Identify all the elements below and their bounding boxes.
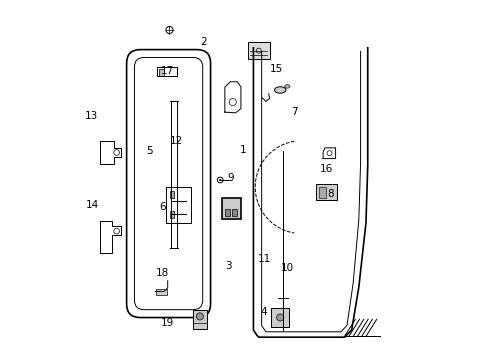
Text: 4: 4 <box>260 307 267 317</box>
Text: 1: 1 <box>239 145 245 155</box>
Text: 16: 16 <box>319 164 333 174</box>
Bar <box>247 42 269 59</box>
Ellipse shape <box>284 85 289 88</box>
Bar <box>271 307 288 327</box>
Circle shape <box>219 179 221 181</box>
Bar <box>222 198 241 219</box>
Text: 9: 9 <box>226 173 233 183</box>
Text: 18: 18 <box>155 268 169 278</box>
Bar <box>170 192 174 198</box>
Bar <box>192 310 206 329</box>
Circle shape <box>196 313 203 320</box>
Text: 10: 10 <box>280 262 293 273</box>
Circle shape <box>276 314 283 321</box>
Ellipse shape <box>274 87 285 93</box>
Bar <box>231 209 237 216</box>
Text: 8: 8 <box>326 189 333 199</box>
Bar <box>318 187 325 198</box>
Bar <box>159 68 164 76</box>
Text: 11: 11 <box>257 253 270 264</box>
Text: 17: 17 <box>161 66 174 76</box>
Text: 6: 6 <box>159 202 165 212</box>
Text: 5: 5 <box>146 147 153 157</box>
Bar <box>315 184 337 200</box>
Text: 19: 19 <box>161 318 174 328</box>
Bar <box>224 209 230 216</box>
Text: 12: 12 <box>170 136 183 146</box>
Text: 3: 3 <box>224 261 231 271</box>
Text: 13: 13 <box>85 111 98 121</box>
Text: 7: 7 <box>290 107 297 117</box>
Text: 14: 14 <box>86 200 99 210</box>
Text: 15: 15 <box>269 64 283 74</box>
Text: 2: 2 <box>200 37 206 48</box>
Bar <box>156 289 166 295</box>
Bar <box>170 211 174 217</box>
